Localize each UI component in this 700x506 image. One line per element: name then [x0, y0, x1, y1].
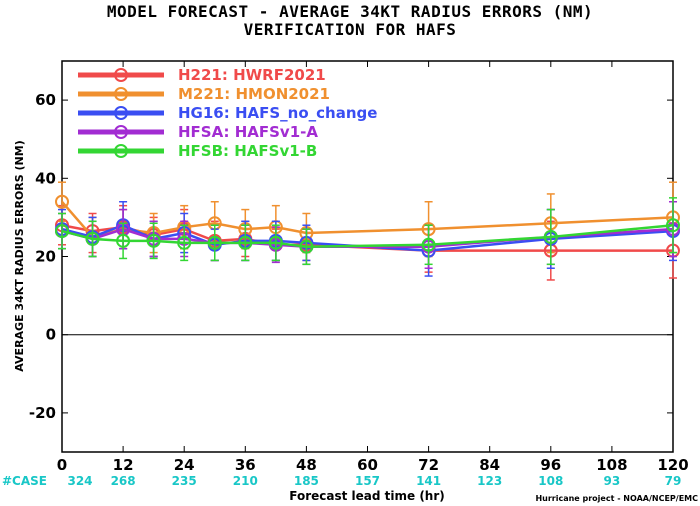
legend-swatch-marker — [114, 106, 128, 120]
x-tick-label: 84 — [479, 456, 500, 474]
case-count: 210 — [233, 474, 258, 488]
chart-title: MODEL FORECAST - AVERAGE 34KT RADIUS ERR… — [106, 2, 594, 21]
legend-label: H221: HWRF2021 — [178, 66, 326, 84]
case-count: 235 — [172, 474, 197, 488]
x-axis-label: Forecast lead time (hr) — [289, 489, 445, 503]
case-count: 108 — [538, 474, 563, 488]
legend-label: HG16: HAFS_no_change — [178, 104, 377, 122]
legend-swatch-marker — [114, 144, 128, 158]
x-tick-label: 48 — [296, 456, 317, 474]
legend-entry-hfsa: HFSA: HAFSv1-A — [78, 123, 318, 141]
case-count: 79 — [665, 474, 682, 488]
case-count: 123 — [477, 474, 502, 488]
y-axis-label: AVERAGE 34KT RADIUS ERRORS (NM) — [13, 140, 26, 371]
data-point — [85, 231, 100, 246]
data-point — [146, 233, 161, 248]
data-point — [666, 218, 680, 233]
legend-swatch-marker — [114, 68, 128, 82]
case-count: 93 — [604, 474, 621, 488]
series-hfsa — [55, 201, 680, 269]
data-point — [543, 229, 558, 244]
data-point — [116, 233, 131, 248]
x-tick-label: 120 — [657, 456, 688, 474]
series-hfsb — [55, 197, 680, 266]
y-tick-label: 40 — [35, 169, 56, 187]
data-point — [207, 235, 222, 250]
legend-entry-h221: H221: HWRF2021 — [78, 66, 326, 84]
y-tick-label: -20 — [29, 404, 56, 422]
x-tick-label: 0 — [57, 456, 67, 474]
x-tick-label: 12 — [113, 456, 134, 474]
chart-subtitle: VERIFICATION FOR HAFS — [243, 20, 457, 39]
data-point — [421, 237, 436, 252]
data-point — [55, 194, 69, 209]
x-tick-label: 60 — [357, 456, 378, 474]
data-point — [55, 224, 69, 239]
x-tick-label: 72 — [418, 456, 439, 474]
legend-entry-hg16: HG16: HAFS_no_change — [78, 104, 377, 122]
case-label: #CASE — [2, 474, 47, 488]
y-tick-label: 60 — [35, 91, 56, 109]
legend-label: HFSB: HAFSv1-B — [178, 142, 317, 160]
legend-label: M221: HMON2021 — [178, 85, 330, 103]
x-tick-label: 24 — [174, 456, 195, 474]
credit-text: Hurricane project - NOAA/NCEP/EMC — [535, 494, 698, 503]
case-count: 185 — [294, 474, 319, 488]
case-count: 324 — [67, 474, 92, 488]
data-point — [268, 235, 283, 250]
y-tick-label: 0 — [46, 326, 56, 344]
legend-swatch-marker — [114, 125, 128, 139]
y-tick-label: 20 — [35, 248, 56, 266]
legend-entry-hfsb: HFSB: HAFSv1-B — [78, 142, 317, 160]
data-point — [299, 239, 314, 254]
legend-swatch-marker — [114, 87, 128, 101]
case-count: 157 — [355, 474, 380, 488]
case-count: 268 — [111, 474, 136, 488]
x-tick-label: 36 — [235, 456, 256, 474]
x-tick-label: 108 — [596, 456, 627, 474]
data-point — [177, 235, 192, 250]
legend-entry-m221: M221: HMON2021 — [78, 85, 330, 103]
x-tick-label: 96 — [540, 456, 561, 474]
legend-label: HFSA: HAFSv1-A — [178, 123, 318, 141]
data-point — [238, 235, 253, 250]
case-count: 141 — [416, 474, 441, 488]
